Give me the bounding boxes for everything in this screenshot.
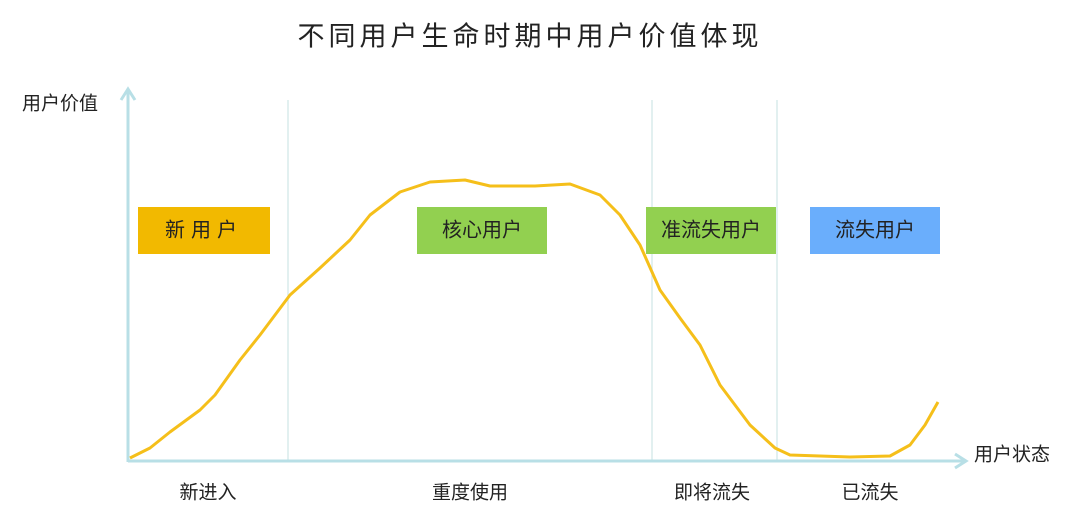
phase-label: 重度使用 [432,482,508,504]
stage-label: 流失用户 [835,218,915,242]
y-axis-label: 用户价值 [22,93,98,115]
phase-label: 新进入 [179,482,236,504]
stage-box [138,207,270,254]
separators [287,100,778,462]
phase-label: 已流失 [841,482,898,504]
stage-label: 准流失用户 [661,218,761,242]
y-axis-arrow [119,86,137,101]
stage-label: 核心用户 [442,218,522,242]
stage-label: 新用户 [165,218,243,242]
x-axis-label: 用户状态 [974,444,1050,466]
stage-box [646,207,776,254]
value-curve [129,178,940,460]
stage-box [810,207,940,254]
stage-box [417,207,547,254]
axes [119,86,969,470]
phase-label: 即将流失 [674,482,750,504]
x-axis-arrow [954,452,969,470]
title: 不同用户生命时期中用户价值体现 [298,22,763,53]
